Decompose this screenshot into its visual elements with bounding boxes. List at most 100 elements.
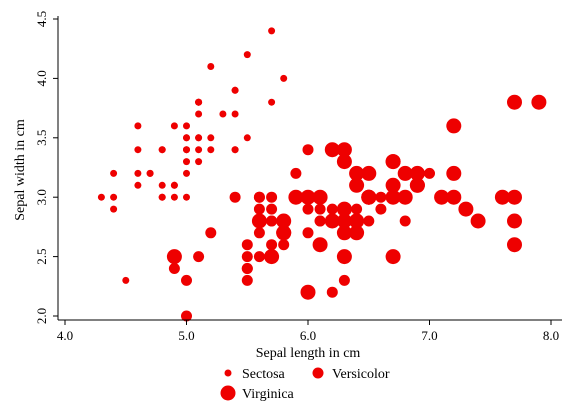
data-point-versicolor: [302, 144, 314, 156]
data-point-sectosa: [134, 146, 142, 154]
data-point-versicolor: [168, 263, 180, 274]
data-point-virginica: [324, 213, 340, 229]
data-point-sectosa: [268, 27, 276, 35]
data-point-sectosa: [134, 181, 142, 189]
data-point-versicolor: [302, 203, 314, 215]
legend-label-sectosa: Sectosa: [242, 367, 286, 382]
data-point-versicolor: [375, 203, 387, 215]
data-point-virginica: [385, 154, 401, 170]
data-point-sectosa: [243, 51, 251, 59]
data-point-versicolor: [253, 227, 265, 239]
data-point-virginica: [446, 165, 462, 181]
data-point-versicolor: [266, 203, 278, 215]
data-point-virginica: [336, 201, 352, 217]
data-point-virginica: [312, 237, 328, 253]
data-point-virginica: [276, 225, 292, 241]
data-point-sectosa: [195, 158, 203, 166]
data-point-virginica: [300, 284, 316, 300]
data-point-versicolor: [193, 251, 205, 263]
data-point-virginica: [507, 213, 522, 229]
legend-label-versicolor: Versicolor: [332, 367, 390, 382]
data-point-sectosa: [231, 146, 239, 154]
data-point-virginica: [336, 249, 352, 265]
data-point-versicolor: [253, 191, 265, 203]
data-point-versicolor: [351, 203, 363, 215]
legend-marker-versicolor: [312, 367, 324, 379]
data-point-versicolor: [241, 239, 253, 251]
data-point-sectosa: [183, 193, 190, 201]
data-point-versicolor: [375, 191, 387, 203]
y-tick-label: 2.0: [34, 308, 49, 324]
data-point-virginica: [385, 177, 401, 193]
data-point-virginica: [300, 189, 316, 205]
data-point-virginica: [446, 118, 462, 134]
legend-marker-virginica: [220, 385, 236, 401]
data-point-virginica: [470, 213, 486, 229]
data-point-versicolor: [266, 215, 278, 227]
x-tick-label: 5.0: [178, 328, 194, 343]
data-point-sectosa: [195, 98, 203, 106]
data-point-virginica: [385, 249, 401, 265]
legend-label-virginica: Virginica: [242, 387, 295, 402]
data-point-versicolor: [314, 215, 326, 227]
data-point-virginica: [276, 213, 292, 229]
y-tick-label: 4.5: [34, 11, 49, 27]
data-point-sectosa: [110, 169, 118, 177]
data-point-versicolor: [363, 215, 375, 227]
data-point-virginica: [494, 189, 510, 205]
data-point-sectosa: [195, 134, 203, 142]
data-point-virginica: [251, 213, 267, 229]
data-point-virginica: [336, 225, 352, 241]
data-point-versicolor: [266, 239, 278, 251]
data-point-sectosa: [207, 134, 215, 142]
data-point-versicolor: [302, 227, 314, 239]
data-point-virginica: [336, 213, 352, 229]
data-point-virginica: [349, 225, 365, 241]
x-tick-label: 6.0: [300, 328, 316, 343]
data-point-versicolor: [326, 286, 338, 298]
y-tick-label: 2.5: [34, 248, 49, 264]
data-point-sectosa: [97, 193, 105, 201]
data-point-versicolor: [205, 227, 217, 239]
data-point-sectosa: [231, 86, 239, 94]
data-point-sectosa: [183, 146, 190, 154]
data-point-sectosa: [268, 98, 276, 106]
data-point-virginica: [166, 249, 182, 265]
y-axis-ticks: 2.0 2.5 3.0 3.5 4.0 4.5: [34, 11, 58, 324]
data-point-sectosa: [110, 205, 118, 213]
data-point-virginica: [349, 213, 365, 229]
data-point-versicolor: [424, 167, 435, 179]
legend-marker-sectosa: [224, 369, 232, 377]
data-point-sectosa: [170, 181, 178, 189]
data-point-sectosa: [183, 122, 190, 130]
data-point-virginica: [507, 94, 522, 110]
data-point-sectosa: [280, 74, 288, 82]
data-point-sectosa: [158, 146, 166, 154]
data-point-sectosa: [170, 122, 178, 130]
y-tick-label: 4.0: [34, 70, 49, 86]
x-axis-title: Sepal length in cm: [256, 346, 361, 361]
data-point-sectosa: [231, 110, 239, 118]
x-axis-ticks: 4.0 5.0 6.0 7.0 8.0: [57, 320, 559, 343]
data-point-versicolor: [253, 251, 265, 263]
data-point-sectosa: [158, 181, 166, 189]
data-point-versicolor: [253, 203, 265, 215]
data-point-virginica: [324, 142, 340, 158]
data-point-virginica: [507, 189, 522, 205]
x-tick-label: 7.0: [421, 328, 437, 343]
data-point-virginica: [446, 189, 462, 205]
data-point-versicolor: [229, 191, 241, 203]
data-point-sectosa: [243, 134, 251, 142]
data-points: [97, 27, 547, 322]
data-point-versicolor: [290, 167, 302, 179]
data-point-sectosa: [195, 146, 203, 154]
data-point-versicolor: [278, 239, 290, 251]
data-point-virginica: [507, 237, 522, 253]
data-point-versicolor: [399, 215, 411, 227]
data-point-virginica: [349, 177, 365, 193]
data-point-sectosa: [110, 193, 118, 201]
data-point-virginica: [409, 177, 425, 193]
data-point-sectosa: [183, 134, 190, 142]
data-point-virginica: [409, 165, 425, 181]
